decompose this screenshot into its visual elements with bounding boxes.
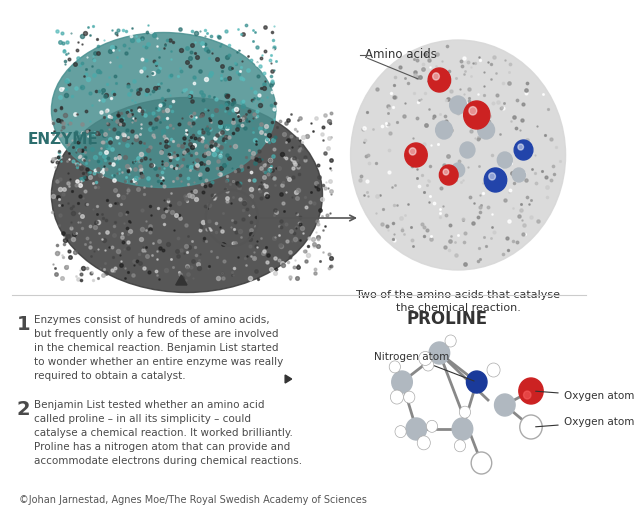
Circle shape: [390, 390, 403, 404]
Ellipse shape: [51, 98, 323, 293]
Circle shape: [426, 420, 438, 432]
Circle shape: [452, 418, 473, 440]
Text: ENZYME: ENZYME: [28, 132, 99, 147]
Circle shape: [445, 335, 456, 347]
Circle shape: [417, 436, 430, 450]
Circle shape: [404, 391, 415, 403]
Circle shape: [429, 342, 450, 364]
Circle shape: [450, 96, 467, 114]
Circle shape: [495, 394, 515, 416]
Circle shape: [428, 68, 451, 92]
Circle shape: [460, 406, 470, 418]
Circle shape: [452, 163, 465, 177]
Circle shape: [454, 440, 465, 452]
Text: Enzymes consist of hundreds of amino acids,
but frequently only a few of these a: Enzymes consist of hundreds of amino aci…: [34, 315, 283, 381]
Text: Nitrogen atom: Nitrogen atom: [374, 352, 474, 381]
Circle shape: [395, 425, 406, 437]
Circle shape: [467, 371, 487, 393]
Text: Two of the amino acids that catalyse
the chemical reaction.: Two of the amino acids that catalyse the…: [356, 290, 560, 313]
Circle shape: [484, 168, 507, 192]
Text: Amino acids: Amino acids: [365, 49, 436, 62]
Circle shape: [487, 363, 500, 377]
Circle shape: [520, 415, 542, 439]
Circle shape: [469, 107, 477, 115]
Circle shape: [519, 378, 543, 404]
Text: PROLINE: PROLINE: [406, 310, 488, 328]
Text: Oxygen atom: Oxygen atom: [536, 417, 634, 427]
Circle shape: [460, 142, 475, 158]
Circle shape: [404, 143, 428, 167]
Text: ©Johan Jarnestad, Agnes Moe/The Royal Swedish Academy of Sciences: ©Johan Jarnestad, Agnes Moe/The Royal Sw…: [19, 495, 367, 505]
Circle shape: [436, 121, 452, 139]
Circle shape: [489, 173, 495, 180]
Circle shape: [440, 165, 458, 185]
Text: Benjamin List tested whether an amino acid
called proline – in all its simplicit: Benjamin List tested whether an amino ac…: [34, 400, 302, 466]
Circle shape: [389, 361, 401, 373]
Circle shape: [422, 359, 434, 371]
Circle shape: [433, 73, 440, 80]
Circle shape: [464, 101, 490, 129]
Circle shape: [518, 144, 524, 150]
Circle shape: [406, 418, 427, 440]
Circle shape: [497, 152, 512, 168]
Circle shape: [514, 140, 533, 160]
Ellipse shape: [51, 33, 276, 188]
Text: 2: 2: [17, 400, 31, 419]
Circle shape: [477, 121, 495, 139]
Circle shape: [524, 391, 531, 399]
Circle shape: [392, 371, 412, 393]
Circle shape: [409, 148, 416, 155]
Circle shape: [443, 169, 449, 175]
Text: Oxygen atom: Oxygen atom: [536, 391, 634, 401]
Circle shape: [419, 352, 432, 366]
Polygon shape: [285, 375, 292, 383]
Circle shape: [471, 452, 492, 474]
Polygon shape: [176, 275, 187, 285]
Text: 1: 1: [17, 315, 31, 334]
Circle shape: [351, 40, 566, 270]
Circle shape: [512, 168, 525, 182]
